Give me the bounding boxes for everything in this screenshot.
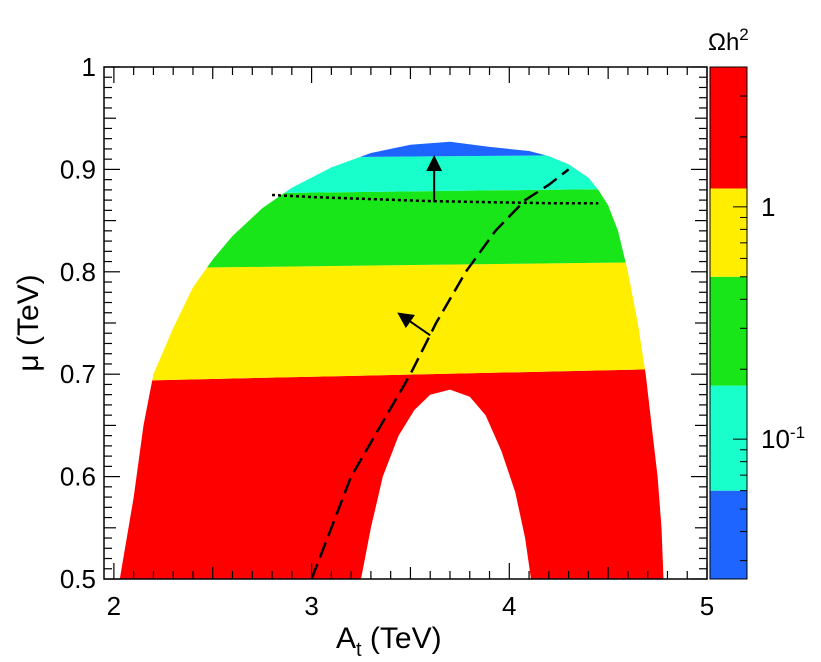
x-tick-label: 2	[107, 591, 121, 621]
y-tick-label: 0.5	[60, 564, 96, 594]
x-axis: 2 3 4 5	[107, 67, 714, 621]
y-axis: 0.5 0.6 0.7 0.8 0.9 1	[60, 52, 707, 594]
arrow-left	[397, 312, 431, 337]
colorbar-band	[710, 490, 747, 579]
colorbar: 1 10-1	[709, 66, 805, 580]
x-axis-title: At (TeV)	[336, 622, 442, 661]
x-tick-label: 5	[700, 591, 714, 621]
y-axis-title: μ (TeV)	[12, 274, 45, 371]
excluded-hole	[361, 389, 531, 579]
y-tick-label: 0.9	[60, 154, 96, 184]
colorbar-label: 10-1	[761, 423, 805, 454]
dashed-constraint-line	[310, 168, 570, 579]
colorbar-band	[710, 67, 747, 189]
y-tick-label: 0.8	[60, 257, 96, 287]
colorbar-band	[710, 188, 747, 277]
dotted-constraint-line	[271, 193, 599, 205]
density-region	[119, 141, 664, 579]
x-tick-label: 4	[502, 591, 516, 621]
y-tick-label: 1	[82, 52, 96, 82]
colorbar-band	[710, 276, 747, 386]
colorbar-label: 1	[761, 192, 775, 222]
colorbar-frame	[709, 66, 748, 580]
y-tick-label: 0.7	[60, 359, 96, 389]
colorbar-title: Ωh2	[708, 25, 749, 56]
x-tick-label: 3	[304, 591, 318, 621]
y-tick-label: 0.6	[60, 462, 96, 492]
colorbar-band	[710, 385, 747, 491]
